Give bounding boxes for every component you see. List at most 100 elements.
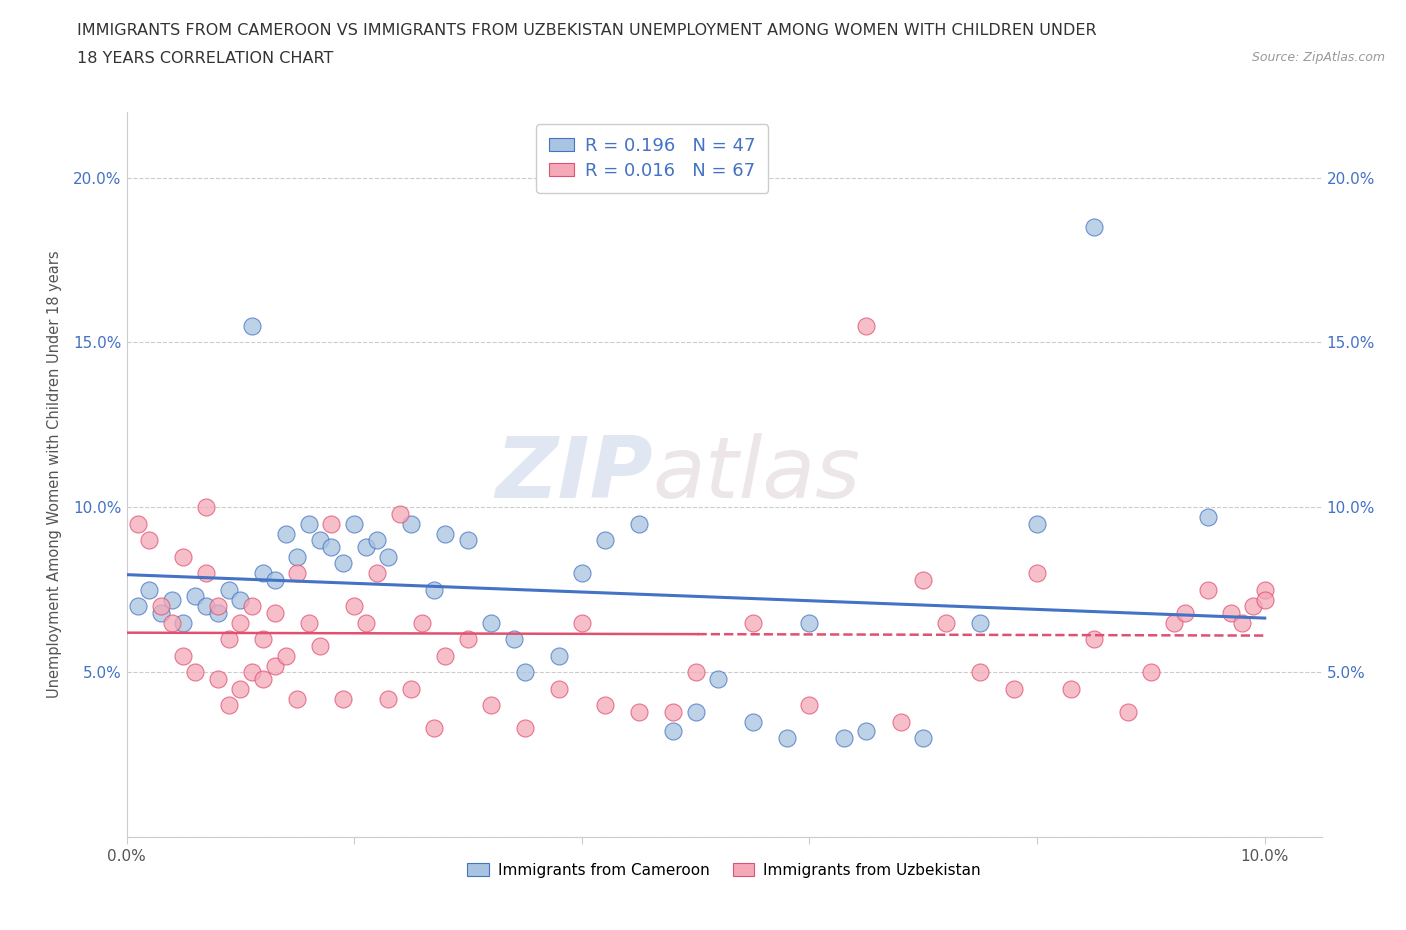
Point [1083, 631, 1105, 646]
Point [1197, 510, 1219, 525]
Point [240, 665, 263, 680]
Point [207, 605, 229, 620]
Point [195, 599, 218, 614]
Point [662, 704, 685, 719]
Legend: Immigrants from Cameroon, Immigrants from Uzbekistan: Immigrants from Cameroon, Immigrants fro… [461, 857, 987, 884]
Point [399, 516, 422, 531]
Point [127, 516, 149, 531]
Point [149, 605, 172, 620]
Point [776, 731, 799, 746]
Point [298, 616, 321, 631]
Point [207, 671, 229, 686]
Point [1219, 605, 1241, 620]
Point [274, 526, 297, 541]
Point [160, 616, 183, 631]
Y-axis label: Unemployment Among Women with Children Under 18 years: Unemployment Among Women with Children U… [48, 250, 62, 698]
Point [434, 648, 457, 663]
Point [399, 681, 422, 696]
Point [195, 565, 218, 580]
Point [138, 582, 160, 597]
Point [218, 698, 240, 712]
Point [1116, 704, 1139, 719]
Point [229, 592, 252, 607]
Point [218, 631, 240, 646]
Point [388, 507, 411, 522]
Point [229, 681, 252, 696]
Point [457, 631, 479, 646]
Text: Source: ZipAtlas.com: Source: ZipAtlas.com [1251, 51, 1385, 64]
Point [411, 616, 433, 631]
Point [172, 616, 194, 631]
Point [832, 731, 855, 746]
Point [343, 516, 366, 531]
Point [627, 516, 650, 531]
Point [1174, 605, 1197, 620]
Point [366, 565, 388, 580]
Point [1002, 681, 1025, 696]
Point [240, 599, 263, 614]
Point [1140, 665, 1163, 680]
Point [1254, 582, 1277, 597]
Point [285, 550, 308, 565]
Point [457, 533, 479, 548]
Point [513, 665, 536, 680]
Point [1163, 616, 1185, 631]
Point [889, 714, 911, 729]
Point [707, 671, 730, 686]
Point [799, 616, 821, 631]
Point [1026, 516, 1049, 531]
Point [285, 565, 308, 580]
Point [1254, 592, 1277, 607]
Point [548, 648, 571, 663]
Point [184, 665, 207, 680]
Point [172, 550, 194, 565]
Point [855, 724, 877, 739]
Point [321, 539, 343, 554]
Point [479, 698, 502, 712]
Point [127, 599, 149, 614]
Point [309, 638, 332, 653]
Point [377, 691, 399, 706]
Point [229, 616, 252, 631]
Point [172, 648, 194, 663]
Point [799, 698, 821, 712]
Point [479, 616, 502, 631]
Text: IMMIGRANTS FROM CAMEROON VS IMMIGRANTS FROM UZBEKISTAN UNEMPLOYMENT AMONG WOMEN : IMMIGRANTS FROM CAMEROON VS IMMIGRANTS F… [77, 23, 1097, 38]
Point [263, 605, 285, 620]
Text: atlas: atlas [652, 432, 860, 516]
Point [912, 572, 935, 587]
Point [741, 714, 763, 729]
Point [343, 599, 366, 614]
Point [252, 565, 274, 580]
Point [252, 631, 274, 646]
Point [263, 572, 285, 587]
Point [263, 658, 285, 673]
Point [274, 648, 297, 663]
Point [434, 526, 457, 541]
Point [593, 533, 616, 548]
Point [354, 539, 377, 554]
Point [377, 550, 399, 565]
Point [138, 533, 160, 548]
Point [548, 681, 571, 696]
Point [513, 721, 536, 736]
Point [685, 665, 707, 680]
Point [1241, 599, 1264, 614]
Text: ZIP: ZIP [495, 432, 652, 516]
Point [1083, 219, 1105, 234]
Point [571, 565, 593, 580]
Point [502, 631, 524, 646]
Point [423, 582, 446, 597]
Point [1026, 565, 1049, 580]
Point [285, 691, 308, 706]
Point [298, 516, 321, 531]
Point [218, 582, 240, 597]
Point [855, 318, 877, 333]
Point [571, 616, 593, 631]
Point [149, 599, 172, 614]
Point [207, 599, 229, 614]
Point [741, 616, 763, 631]
Point [969, 665, 991, 680]
Point [969, 616, 991, 631]
Point [252, 671, 274, 686]
